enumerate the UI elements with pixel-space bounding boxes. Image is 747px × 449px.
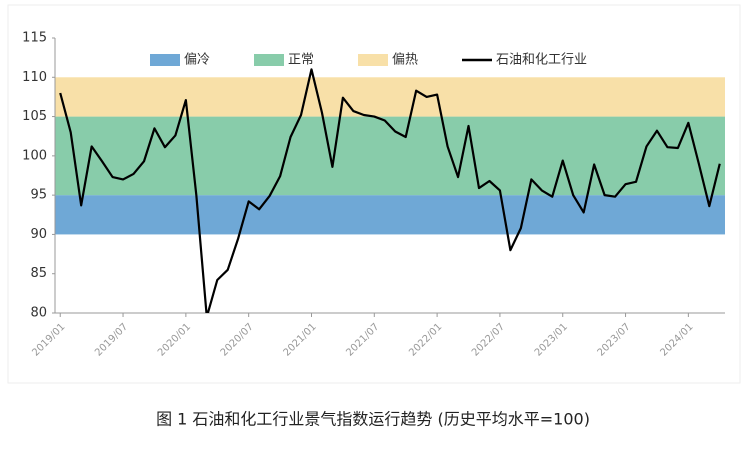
band [55, 116, 725, 196]
band [55, 195, 725, 235]
legend-label: 石油和化工行业 [496, 53, 587, 68]
plot-clip [59, 68, 721, 313]
band [55, 77, 725, 117]
x-tick-label: 2022/07 [470, 321, 507, 358]
legend-label: 正常 [288, 53, 314, 68]
x-tick-label: 2022/01 [407, 321, 444, 358]
x-tick-label: 2019/07 [93, 321, 130, 358]
y-tick-label: 105 [22, 109, 47, 124]
x-tick-label: 2023/07 [596, 321, 633, 358]
y-tick-label: 110 [22, 70, 47, 85]
x-tick-label: 2020/01 [156, 321, 193, 358]
x-tick-label: 2023/01 [533, 321, 570, 358]
legend-swatch [358, 54, 388, 66]
x-tick-label: 2024/01 [658, 321, 695, 358]
y-tick-label: 90 [30, 227, 47, 242]
y-tick-label: 85 [30, 266, 47, 281]
x-tick-label: 2019/01 [30, 321, 67, 358]
x-tick-label: 2021/07 [344, 321, 381, 358]
x-tick-label: 2021/01 [282, 321, 319, 358]
caption: 图 1 石油和化工行业景气指数运行趋势 (历史平均水平=100) [156, 410, 590, 429]
y-tick-label: 100 [22, 148, 47, 163]
y-tick-label: 95 [30, 188, 47, 203]
legend-label: 偏冷 [184, 53, 210, 68]
y-tick-label: 115 [22, 31, 47, 46]
chart-border [7, 4, 741, 384]
legend-swatch [254, 54, 284, 66]
series-line [59, 68, 721, 313]
legend-swatch [150, 54, 180, 66]
legend-label: 偏热 [392, 53, 418, 68]
y-tick-label: 80 [30, 306, 47, 321]
x-tick-label: 2020/07 [219, 321, 256, 358]
